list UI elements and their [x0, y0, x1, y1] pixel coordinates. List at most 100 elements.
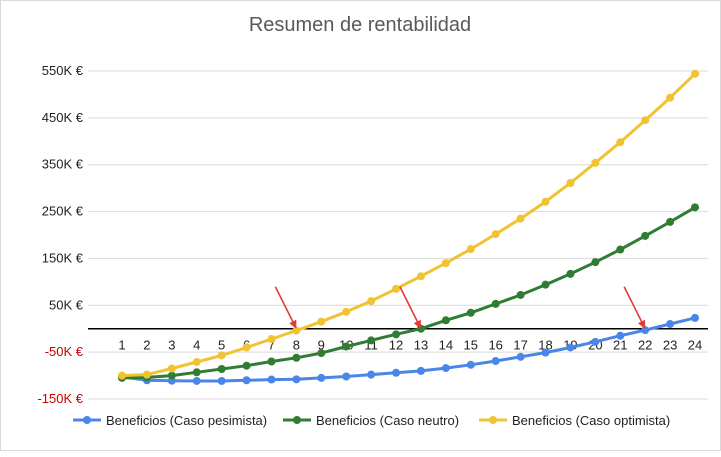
data-point	[441, 364, 450, 373]
series-lines	[118, 69, 699, 385]
data-point	[392, 330, 401, 339]
data-point	[317, 349, 326, 358]
x-tick-label: 21	[613, 338, 627, 353]
data-point	[691, 313, 699, 322]
data-point	[317, 373, 326, 382]
legend-item[interactable]: Beneficios (Caso pesimista)	[73, 413, 267, 428]
series-line	[120, 316, 697, 383]
x-tick-label: 8	[293, 338, 300, 353]
data-point	[466, 308, 475, 317]
legend-marker	[489, 416, 497, 424]
data-point	[267, 335, 276, 344]
x-tick-label: 17	[513, 338, 527, 353]
x-tick-label: 12	[389, 338, 403, 353]
data-point	[192, 376, 201, 385]
x-tick-label: 4	[193, 338, 200, 353]
data-point	[591, 258, 600, 267]
data-point	[616, 245, 625, 254]
series-group	[118, 313, 699, 385]
chart-title: Resumen de rentabilidad	[249, 14, 471, 36]
series-line	[120, 72, 697, 378]
data-point	[342, 342, 351, 351]
data-point	[167, 364, 176, 373]
data-point	[491, 299, 500, 308]
legend-item[interactable]: Beneficios (Caso neutro)	[283, 413, 459, 428]
data-point	[292, 353, 301, 362]
data-point	[392, 368, 401, 377]
data-point	[142, 370, 151, 379]
y-tick-label: 350K €	[42, 157, 84, 172]
data-point	[342, 372, 351, 381]
data-point	[342, 307, 351, 316]
x-tick-label: 3	[168, 338, 175, 353]
x-tick-label: 2	[143, 338, 150, 353]
data-point	[616, 138, 625, 147]
data-point	[242, 343, 251, 352]
data-point	[267, 357, 276, 366]
y-tick-label: 550K €	[42, 63, 84, 78]
data-point	[591, 158, 600, 167]
data-point	[591, 337, 600, 346]
data-point	[317, 317, 326, 326]
legend-marker	[83, 416, 91, 424]
legend[interactable]: Beneficios (Caso pesimista) Beneficios (C…	[73, 413, 670, 428]
data-point	[516, 214, 525, 223]
data-point	[267, 375, 276, 384]
x-tick-label: 1	[118, 338, 125, 353]
legend-label: Beneficios (Caso neutro)	[316, 413, 459, 428]
data-point	[242, 361, 251, 370]
data-point	[566, 178, 575, 187]
data-point	[416, 366, 425, 375]
data-point	[292, 375, 301, 384]
data-point	[566, 343, 575, 352]
data-point	[691, 69, 699, 78]
data-point	[217, 351, 226, 360]
legend-item[interactable]: Beneficios (Caso optimista)	[479, 413, 670, 428]
data-point	[516, 352, 525, 361]
data-point	[541, 197, 550, 206]
grid-lines	[88, 70, 708, 400]
annotation-arrow	[623, 286, 643, 324]
y-tick-label: 250K €	[42, 204, 84, 219]
series-line	[120, 205, 697, 380]
data-point	[666, 217, 675, 226]
data-point	[541, 280, 550, 289]
data-point	[641, 116, 650, 125]
data-point	[367, 370, 376, 379]
data-point	[416, 272, 425, 281]
y-tick-label: 450K €	[42, 110, 84, 125]
y-tick-label: 50K €	[49, 297, 84, 312]
data-point	[192, 357, 201, 366]
x-tick-label: 5	[218, 338, 225, 353]
breakeven-arrows	[274, 286, 646, 329]
series-group	[118, 203, 699, 382]
x-tick-label: 18	[538, 338, 552, 353]
data-point	[641, 231, 650, 240]
data-point	[566, 269, 575, 278]
data-point	[367, 336, 376, 345]
data-point	[541, 348, 550, 357]
x-tick-label: 13	[414, 338, 428, 353]
annotation-arrow	[399, 286, 419, 324]
data-point	[491, 230, 500, 239]
data-point	[292, 326, 301, 335]
series-group	[118, 69, 699, 380]
data-point	[367, 297, 376, 306]
data-point	[217, 376, 226, 385]
data-point	[466, 245, 475, 254]
data-point	[392, 284, 401, 293]
data-point	[167, 371, 176, 380]
data-point	[466, 360, 475, 369]
data-point	[666, 93, 675, 102]
data-point	[666, 320, 675, 329]
annotation-arrowhead	[289, 319, 297, 329]
data-point	[441, 259, 450, 268]
annotation-arrow	[274, 286, 295, 324]
annotation-arrowhead	[638, 319, 646, 329]
data-point	[616, 331, 625, 340]
data-point	[118, 371, 126, 380]
x-tick-label: 24	[688, 338, 702, 353]
x-tick-label: 22	[638, 338, 652, 353]
